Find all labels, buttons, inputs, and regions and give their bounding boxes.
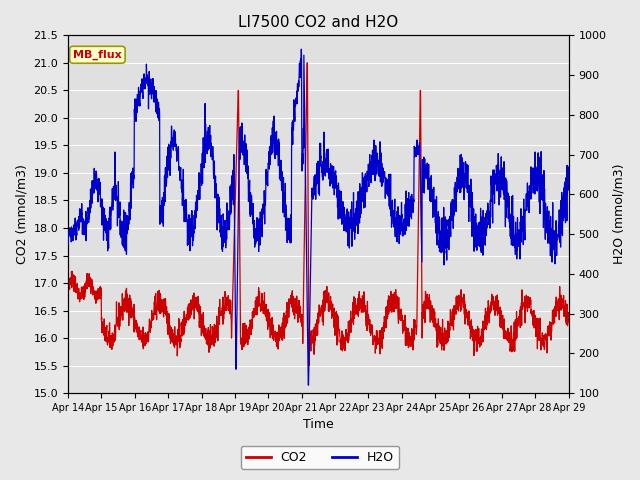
Y-axis label: H2O (mmol/m3): H2O (mmol/m3) xyxy=(612,164,625,264)
X-axis label: Time: Time xyxy=(303,419,333,432)
Title: LI7500 CO2 and H2O: LI7500 CO2 and H2O xyxy=(238,15,399,30)
Text: MB_flux: MB_flux xyxy=(73,49,122,60)
Legend: CO2, H2O: CO2, H2O xyxy=(241,446,399,469)
Y-axis label: CO2 (mmol/m3): CO2 (mmol/m3) xyxy=(15,164,28,264)
